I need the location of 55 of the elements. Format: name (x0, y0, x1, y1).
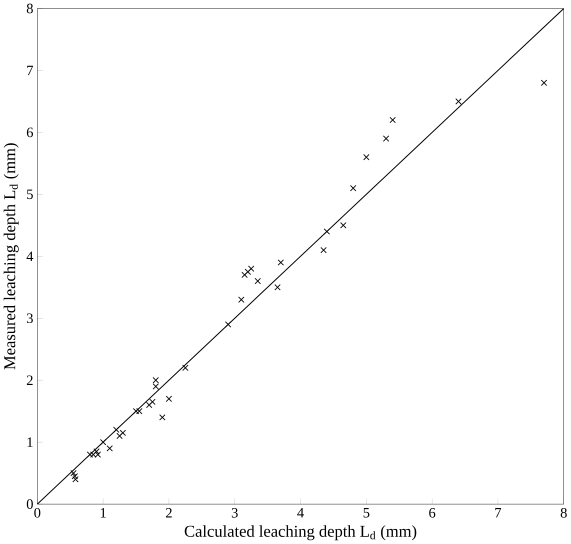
y-tick-label: 3 (26, 313, 33, 324)
point (324, 228, 330, 235)
y-axis-title: Measured leaching depth L$_{d}$ (mm) (4, 143, 19, 370)
point (159, 414, 166, 421)
y-tick-label: 6 (26, 128, 33, 138)
point (238, 296, 244, 303)
point (254, 278, 261, 284)
y-tick-label: 4 (26, 252, 34, 262)
x-tick-label: 4 (297, 508, 304, 518)
point (72, 476, 79, 483)
x-tick-label: 1 (100, 508, 106, 518)
point (166, 396, 172, 402)
point (72, 473, 78, 480)
point (70, 470, 77, 476)
point (106, 445, 113, 452)
point (540, 80, 548, 86)
y-tick-label: 7 (27, 66, 34, 76)
point (136, 408, 142, 414)
point (116, 432, 123, 440)
point (455, 98, 462, 105)
point (363, 154, 370, 160)
x-tick-label: 3 (232, 508, 238, 518)
point (113, 426, 120, 433)
point (274, 284, 281, 290)
point (320, 246, 327, 254)
x-tick-label: 2 (166, 508, 172, 518)
point (182, 364, 189, 372)
point (152, 377, 159, 384)
y-tick-label: 0 (26, 499, 33, 509)
y-tick-label: 2 (26, 375, 33, 385)
x-axis-title: Calculated leaching depth L$_{d}$ (mm) (184, 525, 416, 540)
point (350, 185, 356, 192)
y-tick-label: 8 (26, 4, 33, 14)
x-tick-label: 6 (429, 508, 436, 518)
x-tick-label: 0 (34, 508, 40, 518)
point (382, 135, 390, 142)
point (149, 398, 156, 406)
x-tick-label: 5 (364, 508, 370, 518)
point (132, 408, 140, 414)
y-tick-label: 5 (27, 190, 33, 200)
point (93, 448, 100, 455)
x-tick-label: 8 (560, 508, 567, 518)
point (248, 266, 254, 272)
point (120, 430, 126, 436)
point (244, 268, 252, 275)
point (241, 272, 248, 278)
point (152, 383, 159, 390)
point (224, 321, 232, 328)
point (389, 116, 396, 124)
point (340, 222, 346, 229)
x-tick-label: 7 (495, 508, 502, 518)
point (146, 402, 152, 408)
point (278, 259, 284, 266)
y-tick-label: 1 (28, 437, 33, 447)
point (100, 439, 106, 446)
